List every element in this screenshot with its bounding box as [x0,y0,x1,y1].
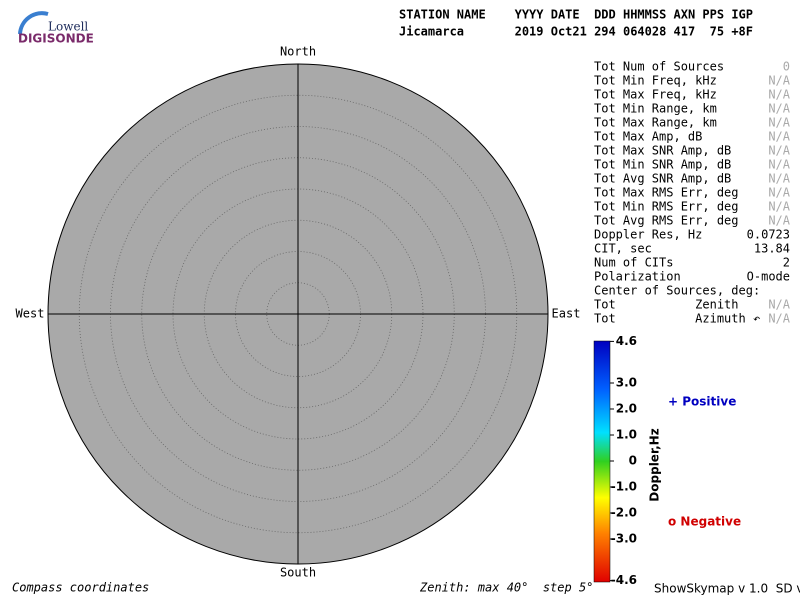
footer-center: Zenith: max 40° step 5° [419,581,593,595]
stat-label: Tot Min Freq, kHz [594,74,717,88]
colorbar-tick-label: -2.0 [611,506,637,520]
stat-value: O-mode [747,270,790,284]
stat-label: Tot Min SNR Amp, dB [594,158,731,172]
stat-value: N/A [768,144,790,158]
stat-value: N/A [768,102,790,116]
stat-label: Num of CITs [594,256,673,270]
colorbar-tick-label: 3.0 [616,376,637,390]
stat-value: N/A [768,88,790,102]
stat-label: Tot Max Range, km [594,116,717,130]
stat-value: N/A [768,186,790,200]
stat-value: N/A [768,214,790,228]
legend-negative: o Negative [668,515,741,529]
stat-value: 0 [783,60,790,74]
logo-top: Lowell [48,20,88,34]
stat-label: Tot Max SNR Amp, dB [594,144,731,158]
header-labels: STATION NAME YYYY DATE DDD HHMMSS AXN PP… [399,8,753,22]
stat-value: N/A [768,200,790,214]
stat-value: N/A [768,74,790,88]
skymap-plot [47,63,549,565]
south-label: South [280,566,316,580]
colorbar-tick-label: -3.0 [611,532,637,546]
stat-label: Tot Max RMS Err, deg [594,186,739,200]
stat-value: N/A [768,116,790,130]
stat-value: N/A [768,158,790,172]
colorbar-tick-label: -4.6 [611,573,637,587]
stat-value: 0.0723 [747,228,790,242]
west-label: West [16,307,45,321]
stat-value: N/A [768,312,790,326]
east-label: East [552,307,581,321]
stat-value: 2 [783,256,790,270]
legend-positive: + Positive [668,395,736,409]
stat-label: Tot Num of Sources [594,60,724,74]
stat-label: Doppler Res, Hz [594,228,702,242]
stat-value: N/A [768,172,790,186]
stat-label: Tot Max Freq, kHz [594,88,717,102]
colorbar-tick-label: 0 [629,454,637,468]
footer-right: ShowSkymap v 1.0 SD v 4.2 [654,582,800,596]
stat-label: Tot Min Range, km [594,102,717,116]
logo-bottom: DIGISONDE [18,32,94,46]
stat-label: Tot Min RMS Err, deg [594,200,739,214]
colorbar-tick-label: 1.0 [616,428,637,442]
stat-label: CIT, sec [594,242,652,256]
stat-value: N/A [768,130,790,144]
colorbar-tick-label: 4.6 [616,334,637,348]
stat-label: Center of Sources, deg: [594,284,760,298]
colorbar-tick-label: -1.0 [611,480,637,494]
stat-label: Tot Max Amp, dB [594,130,702,144]
logo-swoosh [18,11,49,35]
stat-value: N/A [768,298,790,312]
colorbar [593,340,611,583]
stat-label: Tot Avg SNR Amp, dB [594,172,731,186]
colorbar-tick-label: 2.0 [616,402,637,416]
stat-label: Tot Avg RMS Err, deg [594,214,739,228]
header-values: Jicamarca 2019 Oct21 294 064028 417 75 +… [399,25,753,39]
colorbar-title: Doppler,Hz [648,428,662,501]
stat-value: 13.84 [754,242,790,256]
stat-label: Polarization [594,270,681,284]
footer-left: Compass coordinates [12,581,149,595]
north-label: North [280,45,316,59]
stat-label: Tot Azimuth ↶ [594,312,760,326]
stat-label: Tot Zenith [594,298,739,312]
